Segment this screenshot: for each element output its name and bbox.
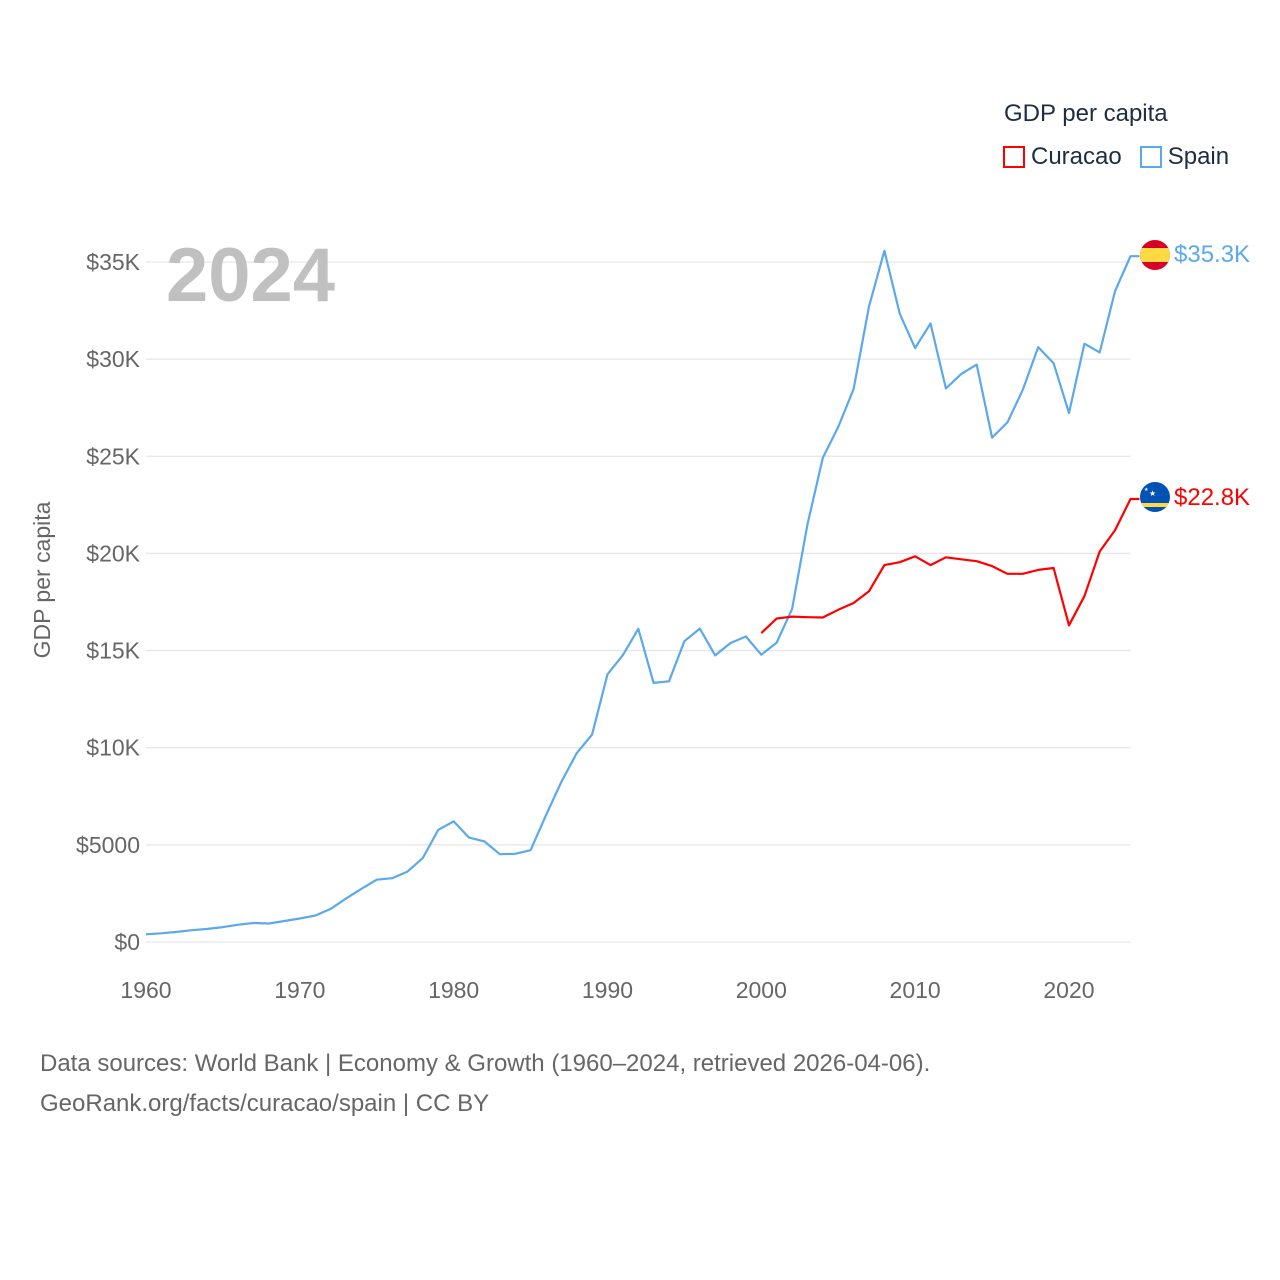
- svg-text:★: ★: [1144, 487, 1149, 493]
- y-tick-label: $0: [114, 929, 140, 955]
- legend-label-spain: Spain: [1167, 143, 1230, 170]
- legend-title: GDP per capita: [1004, 100, 1168, 127]
- credit-link[interactable]: GeoRank.org/facts/curacao/spain | CC BY: [40, 1090, 490, 1117]
- x-tick-label: 1970: [274, 977, 325, 1003]
- y-axis-label: GDP per capita: [29, 501, 55, 658]
- curacao-flag-icon: ★ ★: [1140, 482, 1170, 512]
- svg-text:★: ★: [1149, 489, 1156, 498]
- year-label: 2024: [166, 233, 335, 318]
- x-tick-label: 1980: [428, 977, 479, 1003]
- y-tick-label: $15K: [86, 638, 140, 664]
- x-tick-label: 2000: [736, 977, 787, 1003]
- legend-item-spain[interactable]: Spain: [1139, 143, 1230, 171]
- y-tick-label: $30K: [86, 346, 140, 372]
- x-tick-label: 2010: [890, 977, 941, 1003]
- x-tick-label: 1960: [120, 977, 171, 1003]
- footer: Data sources: World Bank | Economy & Gro…: [40, 1044, 930, 1124]
- legend-item-curacao[interactable]: Curacao: [1003, 143, 1122, 171]
- legend-swatch-curacao: [1003, 146, 1025, 168]
- legend: Curacao Spain: [1003, 143, 1229, 171]
- data-source-text: Data sources: World Bank | Economy & Gro…: [40, 1050, 931, 1077]
- y-tick-label: $5000: [76, 832, 140, 858]
- series-line-curacao[interactable]: [760, 497, 1140, 634]
- curacao-end-label: $22.8K: [1174, 484, 1250, 511]
- series-line-spain[interactable]: [145, 249, 1140, 936]
- y-tick-label: $10K: [86, 735, 140, 761]
- y-tick-label: $20K: [86, 540, 140, 566]
- legend-swatch-spain: [1139, 146, 1162, 168]
- spain-flag-icon: [1140, 240, 1170, 270]
- spain-end-label: $35.3K: [1174, 241, 1250, 268]
- y-tick-label: $35K: [86, 249, 140, 275]
- y-tick-label: $25K: [86, 443, 140, 469]
- legend-label-curacao: Curacao: [1031, 143, 1122, 170]
- x-tick-label: 1990: [582, 977, 633, 1003]
- x-tick-label: 2020: [1043, 977, 1094, 1003]
